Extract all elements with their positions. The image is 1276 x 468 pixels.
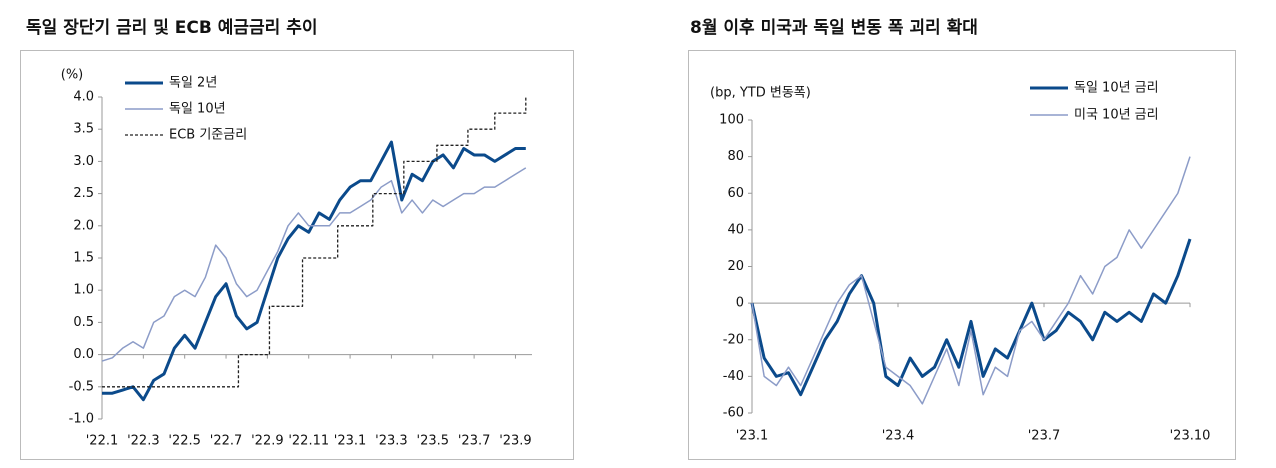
legend-label: 독일 10년 xyxy=(169,102,226,117)
x-tick-label: '22.5 xyxy=(168,434,201,449)
x-tick-label: '22.1 xyxy=(86,434,119,449)
chart-title: 8월 이후 미국과 독일 변동 폭 괴리 확대 xyxy=(690,17,978,38)
y-tick-label: 80 xyxy=(727,149,744,164)
y-tick-label: 40 xyxy=(727,222,744,237)
y-tick-label: -60 xyxy=(723,406,744,421)
chart-title: 독일 장단기 금리 및 ECB 예금금리 추이 xyxy=(26,18,318,38)
series-line xyxy=(751,156,1191,405)
x-tick-label: '22.7 xyxy=(210,434,243,449)
x-tick-label: '23.4 xyxy=(882,429,915,444)
series-line xyxy=(102,97,527,388)
y-tick-label: -1.0 xyxy=(69,412,94,427)
x-tick-label: '23.7 xyxy=(458,434,491,449)
y-tick-label: -40 xyxy=(723,369,744,384)
x-tick-label: '22.9 xyxy=(251,434,284,449)
y-tick-label: 2.5 xyxy=(73,186,94,201)
x-tick-label: '23.5 xyxy=(417,434,450,449)
chart-frame xyxy=(688,50,1236,460)
x-tick-label: '23.1 xyxy=(736,429,769,444)
legend-label: ECB 기준금리 xyxy=(169,128,247,143)
y-tick-label: -20 xyxy=(723,332,744,347)
legend-label: 독일 2년 xyxy=(169,76,217,91)
y-tick-label: 3.0 xyxy=(73,154,94,169)
axis-label: (bp, YTD 변동폭) xyxy=(710,86,811,101)
y-tick-label: 1.5 xyxy=(73,251,94,266)
y-tick-label: 100 xyxy=(719,113,744,128)
y-tick-label: 4.0 xyxy=(73,90,94,105)
x-tick-label: '23.10 xyxy=(1170,429,1211,444)
y-tick-label: 3.5 xyxy=(73,122,94,137)
series-line xyxy=(102,140,526,402)
x-tick-label: '23.7 xyxy=(1028,429,1061,444)
axis-label: (%) xyxy=(61,68,84,83)
x-tick-label: '23.9 xyxy=(499,434,532,449)
x-tick-label: '23.1 xyxy=(334,434,367,449)
x-tick-label: '22.11 xyxy=(288,434,329,449)
x-tick-label: '22.3 xyxy=(127,434,160,449)
chart-frame xyxy=(20,50,574,460)
y-tick-label: -0.5 xyxy=(69,379,94,394)
y-tick-label: 20 xyxy=(727,259,744,274)
legend-label: 독일 10년 금리 xyxy=(1074,81,1159,96)
series-line xyxy=(101,167,527,362)
y-tick-label: 0.5 xyxy=(73,315,94,330)
y-tick-label: 2.0 xyxy=(73,218,94,233)
legend-label: 미국 10년 금리 xyxy=(1074,108,1159,123)
y-tick-label: 1.0 xyxy=(73,283,94,298)
y-tick-label: 0.0 xyxy=(73,347,94,362)
y-tick-label: 60 xyxy=(727,186,744,201)
series-line xyxy=(750,238,1192,397)
x-tick-label: '23.3 xyxy=(375,434,408,449)
y-tick-label: 0 xyxy=(736,296,744,311)
